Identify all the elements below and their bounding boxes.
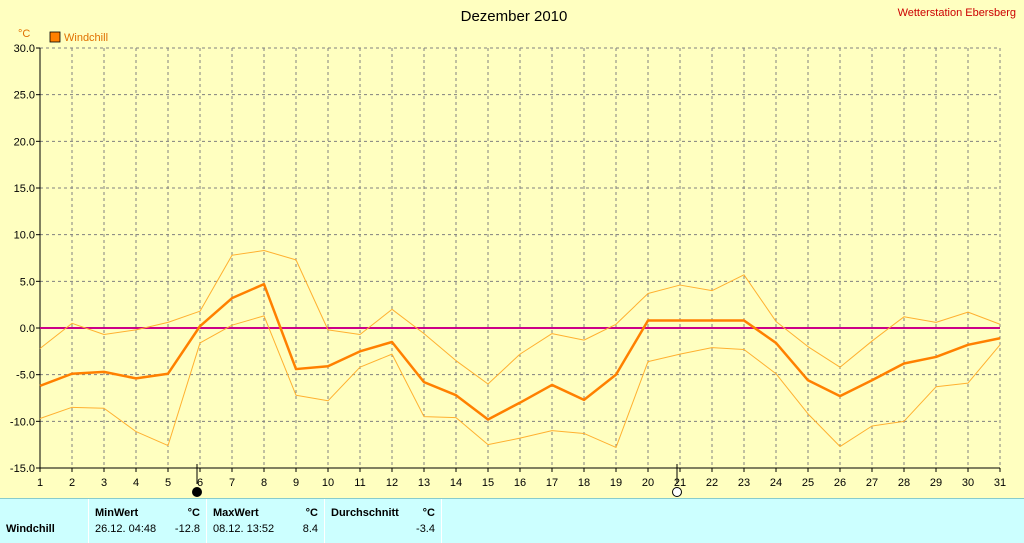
avg-header: Durchschnitt <box>331 507 399 519</box>
x-tick-label: 2 <box>69 477 75 489</box>
x-tick-label: 25 <box>802 477 814 489</box>
max-header: MaxWert <box>213 507 259 519</box>
legend-label-windchill: Windchill <box>64 32 108 44</box>
x-tick-label: 27 <box>866 477 878 489</box>
x-tick-label: 10 <box>322 477 334 489</box>
new-moon-icon <box>192 487 202 497</box>
series-line-windchill-upper <box>39 250 1001 385</box>
x-tick-label: 24 <box>770 477 782 489</box>
station-name: Wetterstation Ebersberg <box>898 7 1016 19</box>
x-tick-label: 31 <box>994 477 1006 489</box>
x-tick-label: 6 <box>197 477 203 489</box>
x-tick-label: 8 <box>261 477 267 489</box>
x-tick-label: 22 <box>706 477 718 489</box>
x-tick-label: 19 <box>610 477 622 489</box>
x-tick-label: 5 <box>165 477 171 489</box>
max-unit: °C <box>305 507 318 519</box>
grid <box>40 47 1001 468</box>
series-line-windchill-lower <box>39 315 1001 448</box>
x-tick-label: 15 <box>482 477 494 489</box>
series-line-windchill <box>39 282 1001 421</box>
x-tick-label: 1 <box>37 477 43 489</box>
x-tick-label: 18 <box>578 477 590 489</box>
min-unit: °C <box>187 507 200 519</box>
y-tick-label: 25.0 <box>14 90 35 102</box>
x-tick-label: 7 <box>229 477 235 489</box>
y-tick-label: 10.0 <box>14 230 35 242</box>
stats-panel: Windchill MinWert °C 26.12. 04:48 -12.8 … <box>0 498 1024 543</box>
max-value: 8.4 <box>302 523 318 535</box>
x-tick-label: 12 <box>386 477 398 489</box>
x-tick-label: 26 <box>834 477 846 489</box>
x-tick-label: 28 <box>898 477 910 489</box>
min-datetime: 26.12. 04:48 <box>95 523 157 535</box>
y-unit-label: °C <box>18 28 30 40</box>
avg-stat: Durchschnitt °C -3.4 <box>324 499 442 543</box>
x-tick-label: 11 <box>354 477 365 489</box>
min-header: MinWert <box>95 507 139 519</box>
avg-value: -3.4 <box>416 523 435 535</box>
y-tick-label: 20.0 <box>14 136 35 148</box>
x-tick-label: 16 <box>514 477 526 489</box>
moon-markers <box>192 464 682 497</box>
max-stat: MaxWert °C 08.12. 13:52 8.4 <box>206 499 324 543</box>
chart-title: Dezember 2010 <box>461 8 568 25</box>
x-tick-label: 20 <box>642 477 654 489</box>
chart: 30.0 25.0 20.0 15.0 10.0 5.0 0.0 -5.0 -10.0 -15.0… <box>10 7 1016 497</box>
x-tick-label: 9 <box>293 477 299 489</box>
x-tick-label: 13 <box>418 477 430 489</box>
x-tick-label: 3 <box>101 477 107 489</box>
x-tick-label: 29 <box>930 477 942 489</box>
x-tick-label: 30 <box>962 477 974 489</box>
x-tick-label: 14 <box>450 477 462 489</box>
stats-row-label: Windchill <box>6 523 55 535</box>
y-tick-label: 0.0 <box>20 323 35 335</box>
y-tick-label: -15.0 <box>10 463 35 475</box>
y-tick-label: -5.0 <box>16 370 35 382</box>
y-tick-label: -10.0 <box>10 416 35 428</box>
avg-unit: °C <box>422 507 435 519</box>
min-value: -12.8 <box>174 523 200 535</box>
x-tick-label: 23 <box>738 477 750 489</box>
max-datetime: 08.12. 13:52 <box>213 523 275 535</box>
y-tick-label: 5.0 <box>20 276 35 288</box>
x-axis-ticks: 1 2 3 4 5 6 7 8 9 10 11 12 13 14 15 16 17 18 19 20 21 22 23 24 2… <box>37 468 1006 489</box>
series <box>39 250 1001 448</box>
y-tick-label: 30.0 <box>14 43 35 55</box>
legend: Windchill <box>49 31 108 44</box>
x-tick-label: 17 <box>546 477 558 489</box>
x-tick-label: 4 <box>133 477 139 489</box>
y-axis-ticks: 30.0 25.0 20.0 15.0 10.0 5.0 0.0 -5.0 -10.0 -15.0 <box>10 43 40 475</box>
y-tick-label: 15.0 <box>14 183 35 195</box>
legend-swatch-windchill <box>49 31 61 43</box>
full-moon-icon <box>672 487 682 497</box>
min-stat: MinWert °C 26.12. 04:48 -12.8 <box>88 499 206 543</box>
